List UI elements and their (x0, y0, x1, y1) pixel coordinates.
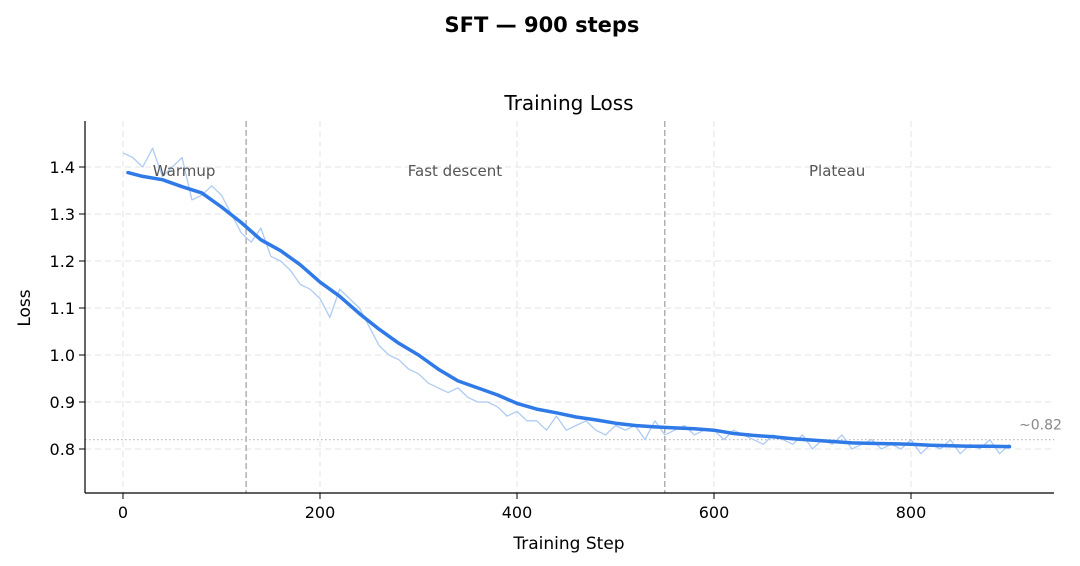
y-tick-label: 1.2 (50, 252, 75, 271)
x-tick-label: 600 (699, 503, 730, 522)
y-tick-label: 1.0 (50, 346, 75, 365)
phase-label: Fast descent (408, 162, 502, 180)
y-tick-label: 0.9 (50, 393, 75, 412)
grid (85, 121, 1054, 493)
reference-line-group: ~0.82 (85, 418, 1062, 441)
phase-boundaries (245, 121, 666, 493)
y-tick-label: 0.8 (50, 440, 75, 459)
y-axis-label: Loss (15, 289, 35, 326)
smoothed-loss-line (126, 170, 1012, 449)
x-tick-label: 0 (118, 503, 128, 522)
chart-title: Training Loss (503, 91, 633, 115)
series-group (122, 147, 1012, 455)
y-tick-label: 1.1 (50, 299, 75, 318)
reference-line-label: ~0.82 (1019, 418, 1062, 434)
axes (84, 121, 1054, 494)
figure-suptitle: SFT — 900 steps (445, 13, 640, 37)
phase-label: Warmup (153, 162, 216, 180)
ticks: 0 200 400 600 800 0.8 0.9 1.0 1.1 1.2 1.3 1.4 (50, 158, 927, 522)
raw-loss-line (122, 147, 1010, 455)
phase-label: Plateau (809, 162, 865, 180)
x-axis-label: Training Step (512, 534, 624, 554)
x-tick-label: 200 (305, 503, 336, 522)
x-tick-label: 800 (896, 503, 927, 522)
y-tick-label: 1.3 (50, 205, 75, 224)
x-tick-label: 400 (502, 503, 533, 522)
phase-labels: Warmup Fast descent Plateau (153, 162, 865, 180)
y-tick-label: 1.4 (50, 158, 75, 177)
